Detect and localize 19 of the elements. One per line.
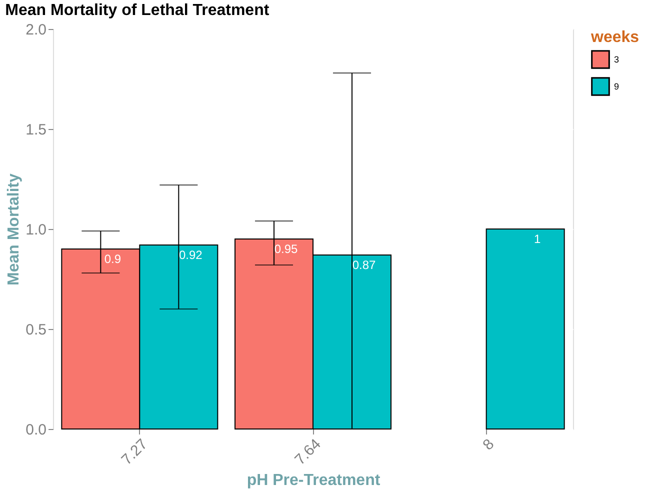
y-tick-label: 1.5 xyxy=(26,122,46,138)
legend-label: 9 xyxy=(614,82,620,92)
data-label: 0.9 xyxy=(104,252,122,266)
data-label: 0.95 xyxy=(274,242,298,256)
y-tick-label: 2.0 xyxy=(26,22,46,38)
y-tick-label: 0.5 xyxy=(26,322,46,338)
x-tick-label: 7.64 xyxy=(292,436,324,468)
y-tick-label: 1.0 xyxy=(26,222,46,238)
x-tick-label: 8 xyxy=(480,436,498,454)
y-axis-title: Mean Mortality xyxy=(6,173,23,286)
data-label: 1 xyxy=(534,232,541,246)
legend-label: 3 xyxy=(614,54,620,64)
data-label: 0.87 xyxy=(352,258,376,272)
y-tick-label: 0.0 xyxy=(26,422,46,438)
x-axis-title: pH Pre-Treatment xyxy=(246,472,381,489)
bar xyxy=(486,228,565,430)
chart-title: Mean Mortality of Lethal Treatment xyxy=(5,2,270,19)
data-label: 0.92 xyxy=(178,248,203,262)
legend-title: weeks xyxy=(590,29,640,46)
